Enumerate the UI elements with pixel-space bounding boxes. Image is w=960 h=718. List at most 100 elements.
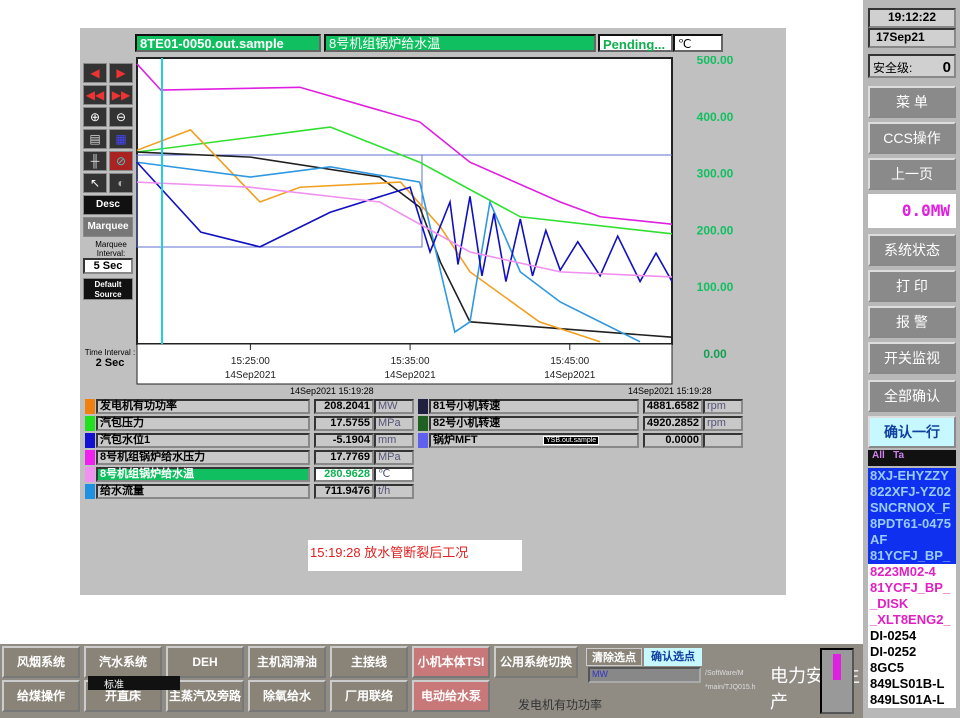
filter-ta-tab[interactable]: Ta [893,450,905,461]
pen-value: 17.7769 [314,450,374,465]
legend-row[interactable]: 锅炉MFT YSB.out.sample 0.0000 [418,433,748,449]
y-tick-label: 400.00 [697,110,734,124]
selected-point-label: 发电机有功功率 [518,698,603,712]
unit-input[interactable]: MW [588,667,701,683]
pen-value: 0.0000 [643,433,703,448]
alarm-list[interactable]: 8XJ-EHYZZY 822XFJ-YZ02 SNCRNOX_F 8PDT61-047… [868,468,956,708]
pen-color-swatch [418,399,428,414]
pen-unit [703,433,743,448]
window-icon[interactable]: ▤ [83,129,107,149]
safety-value: 0 [942,59,951,76]
legend-row[interactable]: 8号机组锅炉给水压力 17.7769 MPa [85,450,415,466]
nav-button[interactable]: 风烟系统 [2,646,80,678]
path-text-1: /SoftWare/M [705,670,744,677]
nav-button[interactable]: 主机润滑油 [248,646,326,678]
series-line-1 [136,126,673,235]
system-status-button[interactable]: 系统状态 [868,234,956,266]
scroll-right-icon[interactable]: ▶ [109,63,133,83]
pen-value: -5.1904 [314,433,374,448]
globe-icon[interactable]: ◐ [109,173,133,193]
alarm-item[interactable]: 849LS01A-L [868,692,956,708]
alarm-item[interactable]: _XLT8ENG2_ [868,612,956,628]
pen-value: 711.9476 [314,484,374,499]
alarm-item[interactable]: 8PDT61-0475 [868,516,956,532]
pen-name: 汽包水位1 [96,433,310,448]
trend-chart[interactable]: 500.00 400.00 300.00 200.00 100.00 0.00 15:25:… [135,56,786,386]
nav-button[interactable]: 小机本体TSI [412,646,490,678]
alarm-item[interactable]: AF [868,532,956,548]
ime-bar[interactable]: 标准 [88,676,180,691]
pen-unit: t/h [374,484,414,499]
pen-color-swatch [85,484,95,499]
marquee-interval-field[interactable]: 5 Sec [83,258,133,274]
legend-row[interactable]: 汽包压力 17.5755 MPa [85,416,415,432]
alarm-item[interactable]: DI-0254 [868,628,956,644]
legend-row[interactable]: 给水流量 711.9476 t/h [85,484,415,500]
default-source-button[interactable]: Default Source [83,278,133,300]
alarm-item[interactable]: SNCRNOX_F [868,500,956,516]
table-icon[interactable]: ▦ [109,129,133,149]
desc-button[interactable]: Desc [83,195,133,215]
alarm-item[interactable]: 849LS01B-L [868,676,956,692]
alarm-item[interactable]: 822XFJ-YZ02 [868,484,956,500]
x-tick-date: 14Sep2021 [225,370,277,381]
marquee-button[interactable]: Marquee [83,217,133,237]
nav-button[interactable]: 主接线 [330,646,408,678]
pen-unit: rpm [703,416,743,431]
cursor-icon[interactable]: ↖ [83,173,107,193]
series-line-6 [136,181,673,278]
pen-value: 4881.6582 [643,399,703,414]
no-icon[interactable]: ⊘ [109,151,133,171]
alarm-item[interactable]: 8GC5 [868,660,956,676]
print-button[interactable]: 打 印 [868,270,956,302]
nav-button[interactable]: 公用系统切换 [494,646,578,678]
legend-row[interactable]: 82号小机转速 4920.2852 rpm [418,416,748,432]
time-interval-label: Time Interval : [84,348,136,357]
path-text-2: *main/TJQ015.h [705,684,756,691]
alarm-item[interactable]: 81YCFJ_BP_ [868,548,956,564]
tag-field[interactable]: 8TE01-0050.out.sample [135,34,321,52]
pen-unit: MPa [374,450,414,465]
fast-left-icon[interactable]: ◀◀ [83,85,107,105]
ccs-button[interactable]: CCS操作 [868,122,956,154]
pen-unit: MW [374,399,414,414]
nav-button[interactable]: DEH [166,646,244,678]
switch-monitor-button[interactable]: 开关监视 [868,342,956,374]
nav-button[interactable]: 除氧给水 [248,680,326,712]
zoom-out-icon[interactable]: ⊖ [109,107,133,127]
alarm-item[interactable]: _DISK [868,596,956,612]
legend-row[interactable]: 81号小机转速 4881.6582 rpm [418,399,748,415]
bottom-nav: 风烟系统 汽水系统 DEH 主机润滑油 主接线 小机本体TSI 公用系统切换 给煤操作 开直床主… [0,644,863,718]
description-field: 8号机组锅炉给水温 [324,34,596,52]
filter-all-tab[interactable]: All [872,450,885,461]
pen-value: 280.9628 [314,467,374,482]
legend-row[interactable]: 汽包水位1 -5.1904 mm [85,433,415,449]
legend-row[interactable]: 8号机组锅炉给水温 280.9628 ℃ [85,467,415,483]
pen-color-swatch [85,399,95,414]
alarm-item[interactable]: 81YCFJ_BP_ [868,580,956,596]
scroll-left-icon[interactable]: ◀ [83,63,107,83]
bars-icon[interactable]: ╫ [83,151,107,171]
zoom-in-icon[interactable]: ⊕ [83,107,107,127]
ack-line-button[interactable]: 确认一行 [868,416,956,448]
trend-app-icon[interactable] [820,648,854,714]
prev-page-button[interactable]: 上一页 [868,158,956,190]
time-interval-value: 2 Sec [95,357,125,369]
alarm-button[interactable]: 报 警 [868,306,956,338]
marquee-rect [136,154,423,248]
mw-display: 0.0MW [868,194,956,228]
confirm-point-button[interactable]: 确认选点 [644,648,702,666]
nav-button[interactable]: 电动给水泵 [412,680,490,712]
fast-right-icon[interactable]: ▶▶ [109,85,133,105]
nav-button[interactable]: 汽水系统 [84,646,162,678]
alarm-item[interactable]: DI-0252 [868,644,956,660]
clear-point-button[interactable]: 清除选点 [586,648,642,666]
alarm-item[interactable]: 8223M02-4 [868,564,956,580]
legend-row[interactable]: 发电机有功功率 208.2041 MW [85,399,415,415]
nav-button[interactable]: 厂用联络 [330,680,408,712]
alarm-item[interactable]: 8XJ-EHYZZY [868,468,956,484]
ack-all-button[interactable]: 全部确认 [868,380,956,412]
x-tick-date: 14Sep2021 [385,370,437,381]
nav-button[interactable]: 给煤操作 [2,680,80,712]
menu-button[interactable]: 菜 单 [868,86,956,118]
